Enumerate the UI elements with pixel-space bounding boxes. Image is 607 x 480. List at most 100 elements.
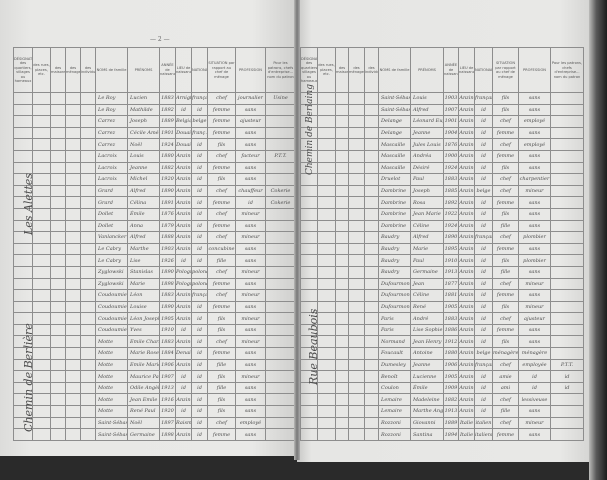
cell-prenom: René Paul bbox=[127, 405, 160, 418]
empty-cell bbox=[300, 416, 318, 430]
cell-profession: sans bbox=[518, 92, 551, 105]
cell-profession: sans bbox=[518, 196, 551, 209]
cell-situation: chef bbox=[207, 265, 236, 279]
cell-nationalite: id bbox=[474, 277, 493, 291]
cell-profession: sans bbox=[235, 381, 266, 395]
empty-cell bbox=[364, 115, 379, 128]
table-row: Dufourmon Céline 1881 Anzin id femme sans bbox=[300, 289, 584, 302]
cell-nationalite: id bbox=[191, 358, 208, 372]
cell-annee: 1920 bbox=[159, 173, 176, 186]
table-row: Motte Odile Angèle 1913 id id fille sans bbox=[13, 381, 296, 395]
empty-cell bbox=[348, 115, 365, 128]
cell-patron bbox=[550, 254, 584, 267]
cell-prenom: Joseph bbox=[410, 184, 444, 198]
cell-nom: Coulon bbox=[378, 381, 411, 395]
cell-lieu: Anzin bbox=[175, 196, 192, 209]
cell-situation: concubine bbox=[207, 242, 236, 256]
cell-annee: 1906 bbox=[443, 358, 459, 372]
cell-nom: Mascaille bbox=[378, 161, 411, 175]
cell-profession: sans bbox=[518, 219, 551, 233]
empty-cell bbox=[317, 242, 336, 256]
empty-cell bbox=[348, 428, 365, 441]
cell-lieu: Anzin bbox=[175, 173, 192, 186]
column-header: PRÉNOMS bbox=[410, 47, 444, 93]
cell-prenom: Odile Angèle bbox=[127, 381, 160, 395]
empty-cell bbox=[50, 347, 66, 360]
empty-cell bbox=[80, 173, 96, 186]
cell-situation: fils bbox=[492, 300, 519, 314]
table-row: Foucault Antoine 1880 Anzin belge ménagère mén… bbox=[300, 347, 584, 360]
table-row: Mascaille Jules Louis 1876 Anzin id chef emplo… bbox=[300, 138, 584, 151]
empty-cell bbox=[13, 254, 33, 267]
left-register-page: — 2 — DÉSIGNATION des quartiers, village… bbox=[0, 0, 297, 456]
empty-cell bbox=[80, 242, 96, 256]
cell-prenom: Lise bbox=[127, 254, 160, 267]
empty-cell bbox=[65, 347, 81, 360]
cell-nationalite: id bbox=[191, 347, 208, 360]
cell-prenom: Célina bbox=[127, 196, 160, 209]
cell-situation: fils bbox=[492, 161, 519, 175]
cell-nationalite: français bbox=[191, 92, 208, 105]
empty-cell bbox=[65, 358, 81, 372]
cell-nom: Baudry bbox=[378, 265, 411, 279]
cell-profession: sans bbox=[235, 126, 266, 140]
cell-lieu: Anzin bbox=[458, 381, 475, 395]
cell-profession: sans bbox=[518, 207, 551, 221]
cell-nom: Foucault bbox=[378, 347, 411, 360]
empty-cell bbox=[317, 219, 336, 233]
cell-prenom: Alfred bbox=[127, 231, 160, 244]
table-row: BaudryAlfred1890Anzinfrançaischefplombie… bbox=[300, 231, 584, 244]
empty-cell bbox=[65, 428, 81, 441]
cell-profession: sans bbox=[235, 277, 266, 291]
cell-situation: chef bbox=[492, 173, 519, 186]
cell-situation: fils bbox=[492, 254, 519, 267]
empty-cell bbox=[335, 347, 349, 360]
empty-cell bbox=[80, 347, 96, 360]
cell-profession: lessiveuse bbox=[518, 393, 551, 407]
cell-annee: 1907 bbox=[443, 103, 459, 117]
empty-cell bbox=[300, 242, 318, 256]
cell-nationalite: id bbox=[474, 115, 493, 128]
empty-cell bbox=[50, 289, 66, 302]
cell-prenom: Lucien bbox=[127, 92, 160, 105]
cell-situation: chef bbox=[492, 138, 519, 151]
cell-profession: sans bbox=[518, 265, 551, 279]
empty-cell bbox=[300, 196, 318, 209]
cell-nom: Baudry bbox=[378, 242, 411, 256]
empty-cell bbox=[300, 265, 318, 279]
empty-cell bbox=[65, 254, 81, 267]
cell-nom: Dollet bbox=[95, 219, 128, 233]
cell-lieu: Anzin bbox=[458, 231, 475, 244]
cell-prenom: Marthe bbox=[127, 242, 160, 256]
empty-cell bbox=[335, 370, 349, 383]
cell-patron bbox=[550, 300, 584, 314]
table-row: Saint-SébastienAlfred1907Anzinidfilssans bbox=[300, 103, 584, 117]
empty-cell bbox=[32, 381, 51, 395]
cell-prenom: Lise Sophie bbox=[410, 323, 444, 337]
cell-nom: Baudry bbox=[378, 254, 411, 267]
cell-situation: fille bbox=[207, 358, 236, 372]
cell-profession: sans bbox=[235, 173, 266, 186]
empty-cell bbox=[364, 428, 379, 441]
cell-nationalite: id bbox=[474, 138, 493, 151]
cell-annee: 1882 bbox=[443, 393, 459, 407]
table-row: Le Roy Mathilde 1892 id id femme sans bbox=[13, 103, 296, 117]
cell-patron bbox=[265, 115, 296, 128]
cell-profession: mineur bbox=[518, 184, 551, 198]
cell-profession: sans bbox=[235, 138, 266, 151]
cell-lieu: Anzin bbox=[458, 92, 475, 105]
empty-cell bbox=[335, 289, 349, 302]
cell-lieu: Anzin bbox=[458, 207, 475, 221]
cell-annee: 1889 bbox=[159, 115, 176, 128]
cell-annee: 1901 bbox=[159, 126, 176, 140]
cell-lieu: id bbox=[175, 323, 192, 337]
cell-lieu: Arnigt bbox=[175, 92, 192, 105]
cell-situation: fils bbox=[492, 103, 519, 117]
empty-cell bbox=[50, 405, 66, 418]
table-row: Motte Emile Marie 1906 Anzin id fille sans bbox=[13, 358, 296, 372]
cell-patron bbox=[265, 173, 296, 186]
cell-situation: fils bbox=[207, 312, 236, 325]
empty-cell bbox=[317, 184, 336, 198]
cell-profession: sans bbox=[518, 242, 551, 256]
cell-situation: amie bbox=[492, 370, 519, 383]
